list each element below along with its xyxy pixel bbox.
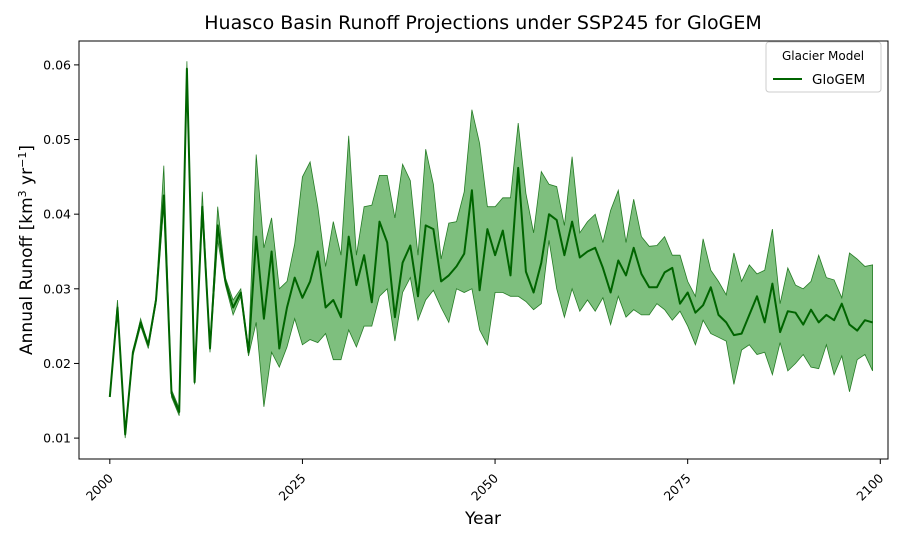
y-tick-label-3: 0.04 — [43, 207, 71, 222]
y-axis-label-sup2: −1 — [16, 152, 29, 168]
series-band-glogem — [109, 61, 873, 439]
x-axis: 2000 2025 2050 2075 2100 — [83, 459, 886, 504]
legend-label-glogem: GloGEM — [812, 72, 865, 88]
y-axis-label: Annual Runoff [km3 yr−1] — [16, 145, 37, 355]
y-axis-label-end: ] — [17, 145, 37, 152]
y-axis: 0.01 0.02 0.03 0.04 0.05 0.06 — [43, 57, 79, 446]
legend-title: Glacier Model — [782, 49, 864, 63]
y-tick-label-0: 0.01 — [43, 431, 71, 446]
y-axis-label-sup1: 3 — [16, 190, 29, 197]
x-tick-label-2100: 2100 — [853, 470, 886, 503]
y-tick-label-2: 0.03 — [43, 281, 71, 296]
plot-area — [108, 61, 873, 439]
series-line-glogem — [108, 67, 873, 436]
x-tick-label-2000: 2000 — [83, 470, 116, 503]
axes-frame — [78, 40, 889, 460]
y-tick-label-4: 0.05 — [43, 132, 71, 147]
legend: Glacier Model GloGEM — [765, 41, 882, 93]
x-axis-label: Year — [464, 509, 501, 529]
x-tick-label-2050: 2050 — [468, 470, 501, 503]
y-tick-label-1: 0.02 — [43, 356, 71, 371]
x-tick-label-2075: 2075 — [661, 471, 694, 504]
y-tick-label-5: 0.06 — [43, 57, 71, 72]
chart-title: Huasco Basin Runoff Projections under SS… — [204, 12, 761, 34]
x-tick-label-2025: 2025 — [275, 471, 308, 504]
y-axis-label-text: Annual Runoff [km — [17, 197, 37, 355]
y-axis-label-mid: yr — [17, 168, 37, 190]
